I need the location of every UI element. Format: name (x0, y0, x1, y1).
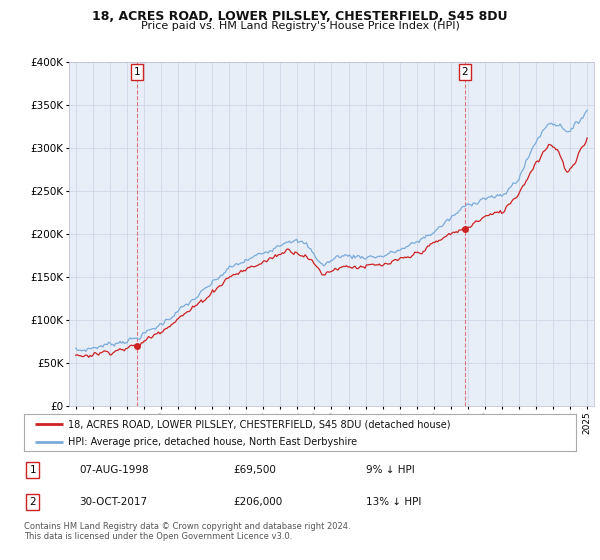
Text: 1: 1 (134, 67, 140, 77)
Text: 18, ACRES ROAD, LOWER PILSLEY, CHESTERFIELD, S45 8DU (detached house): 18, ACRES ROAD, LOWER PILSLEY, CHESTERFI… (68, 419, 451, 429)
Text: 2: 2 (29, 497, 36, 507)
Text: 30-OCT-2017: 30-OCT-2017 (79, 497, 148, 507)
Text: 9% ↓ HPI: 9% ↓ HPI (366, 465, 415, 475)
Text: 2: 2 (461, 67, 468, 77)
Text: 18, ACRES ROAD, LOWER PILSLEY, CHESTERFIELD, S45 8DU: 18, ACRES ROAD, LOWER PILSLEY, CHESTERFI… (92, 10, 508, 23)
Text: 1: 1 (29, 465, 36, 475)
Text: Contains HM Land Registry data © Crown copyright and database right 2024.
This d: Contains HM Land Registry data © Crown c… (24, 522, 350, 542)
Text: 07-AUG-1998: 07-AUG-1998 (79, 465, 149, 475)
Text: Price paid vs. HM Land Registry's House Price Index (HPI): Price paid vs. HM Land Registry's House … (140, 21, 460, 31)
Text: HPI: Average price, detached house, North East Derbyshire: HPI: Average price, detached house, Nort… (68, 437, 357, 447)
Text: £69,500: £69,500 (234, 465, 277, 475)
Text: £206,000: £206,000 (234, 497, 283, 507)
Text: 13% ↓ HPI: 13% ↓ HPI (366, 497, 422, 507)
